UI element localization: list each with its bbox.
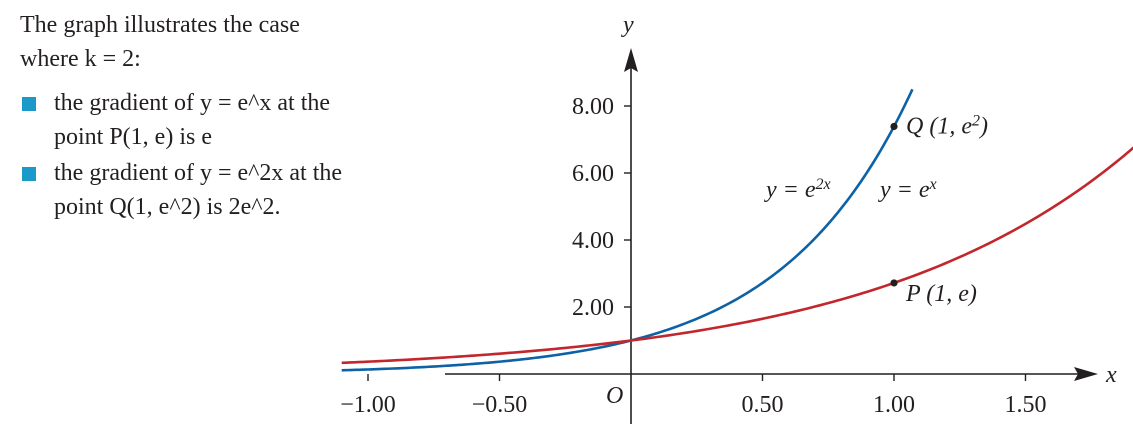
x-tick-label: −0.50: [472, 392, 528, 418]
intro-line-1: The graph illustrates the case: [20, 12, 300, 38]
bullet-item-p: the gradient of y = e^x at the point P(1…: [20, 86, 440, 154]
point-p: [890, 279, 898, 287]
bullet-2-line-1: the gradient of y = e^2x at the: [54, 160, 343, 186]
x-axis-arrow-icon: [1074, 367, 1098, 381]
bullet-2-line-2: point Q(1, e^2) is 2e^2.: [54, 194, 281, 220]
intro-line-2: where k = 2:: [20, 46, 141, 72]
bullet-1-line-1: the gradient of y = e^x at the: [54, 90, 331, 116]
point-p-label: P (1, e): [905, 281, 977, 307]
ticks: −1.00−0.500.501.001.502.002.502.004.006.…: [340, 94, 1047, 418]
label-e-2x: y = e2x: [764, 176, 831, 204]
y-tick-label: 2.00: [572, 295, 614, 321]
y-tick-label: 4.00: [572, 228, 614, 254]
x-axis-label: x: [1105, 362, 1117, 388]
x-tick-label: 0.50: [742, 392, 784, 418]
origin-label: O: [606, 383, 623, 409]
square-bullet-icon: [22, 167, 36, 181]
y-axis-label: y: [621, 12, 634, 38]
y-tick-label: 8.00: [572, 94, 614, 120]
curve-e-2x: [341, 88, 914, 372]
x-tick-label: 1.50: [1005, 392, 1047, 418]
curves: [341, 88, 1133, 372]
curve-labels: y = e2x y = ex: [764, 176, 937, 204]
y-axis-arrow-icon: [624, 48, 638, 72]
y-tick-label: 6.00: [572, 161, 614, 187]
x-tick-label: −1.00: [340, 392, 396, 418]
points: Q (1, e2) P (1, e): [890, 112, 988, 307]
label-e-x: y = ex: [878, 176, 937, 204]
bullet-list: the gradient of y = e^x at the point P(1…: [20, 86, 440, 224]
x-tick-label: 1.00: [873, 392, 915, 418]
point-q: [890, 122, 898, 131]
explanation-text: The graph illustrates the case where k =…: [20, 8, 440, 226]
bullet-1-line-2: point P(1, e) is e: [54, 124, 212, 150]
curve-e-x: [341, 146, 1133, 365]
square-bullet-icon: [22, 97, 36, 111]
point-q-label: Q (1, e2): [906, 112, 988, 140]
axes: x y O: [445, 12, 1117, 424]
bullet-item-q: the gradient of y = e^2x at the point Q(…: [20, 156, 440, 224]
